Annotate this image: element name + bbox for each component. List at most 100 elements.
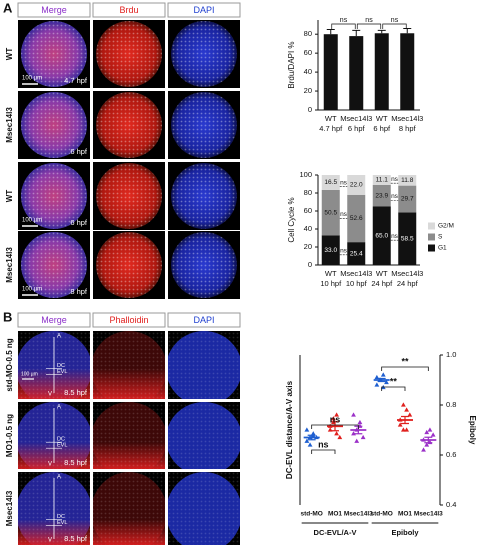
y-tick-label: 80 — [304, 188, 312, 197]
bar-segment — [321, 235, 340, 265]
column-header: Phalloidin — [109, 315, 148, 325]
x-tick-sublabel: 24 hpf — [371, 279, 393, 288]
y-tick-label: 20 — [304, 86, 312, 95]
row-label: Msec14l3 — [5, 107, 14, 143]
value-label: 23.9 — [375, 192, 388, 199]
data-point — [404, 407, 409, 412]
bar-segment — [398, 212, 417, 265]
embryo — [93, 331, 165, 399]
x-tick-label: WT — [376, 269, 388, 278]
x-tick-sublabel: 6 hpf — [373, 124, 391, 133]
nuclei — [171, 21, 237, 87]
stage-label: 6 hpf — [70, 147, 88, 156]
significance-label: ns — [391, 233, 399, 240]
data-point — [304, 427, 310, 432]
significance-label: ns — [391, 176, 399, 183]
nuclei — [171, 92, 237, 158]
y2-tick-label: 0.4 — [446, 500, 456, 509]
y2-tick-label: 0.6 — [446, 450, 456, 459]
texture — [93, 331, 165, 399]
texture — [168, 402, 240, 469]
data-point — [374, 382, 380, 387]
data-point — [334, 431, 339, 436]
y-tick-label: 40 — [304, 224, 312, 233]
significance-label: ns — [330, 414, 341, 424]
x-tick-label: MO1 — [328, 511, 342, 518]
data-point — [310, 431, 316, 436]
column-header-box — [167, 312, 241, 328]
marker-dc: DC — [57, 363, 65, 369]
significance-label: ns — [318, 439, 329, 449]
nuclei — [21, 92, 87, 158]
data-point — [430, 432, 436, 437]
x-tick-label: WT — [325, 114, 337, 123]
error-bar — [352, 29, 361, 37]
marker-evl: EVL — [57, 443, 67, 449]
nuclei — [21, 232, 87, 298]
marker-evl: EVL — [57, 520, 67, 526]
data-point — [424, 429, 430, 435]
column-header-box — [17, 2, 91, 18]
marker-animal: A — [57, 475, 61, 481]
panel-label: A — [3, 0, 13, 15]
error-bar — [326, 28, 335, 35]
significance-label: ns — [391, 193, 399, 200]
error-bar — [377, 29, 386, 34]
row-label: Msec14l3 — [5, 247, 14, 283]
bar-segment — [347, 194, 366, 243]
nuclei — [96, 163, 162, 229]
x-tick-sublabel: 10 hpf — [346, 279, 368, 288]
sem-bar — [377, 377, 386, 383]
significance-label: ns — [365, 17, 373, 24]
data-point — [354, 438, 360, 443]
x-tick-label: Msec14l3 — [391, 269, 423, 278]
bar — [374, 33, 389, 111]
data-point — [307, 442, 313, 447]
sem-bar — [424, 436, 433, 444]
significance-label: ** — [390, 376, 398, 386]
bar-segment — [372, 184, 391, 207]
scale-bar-label: 100 µm — [22, 76, 42, 82]
embryo — [168, 402, 240, 469]
column-header: DAPI — [193, 5, 214, 15]
data-point — [397, 422, 403, 427]
x-tick-label: Msec14l3 — [391, 114, 423, 123]
significance-label: ** — [401, 356, 409, 366]
legend-label: S — [438, 234, 443, 241]
value-label: 16.5 — [324, 179, 337, 186]
marker-animal: A — [57, 334, 61, 340]
row-label: WT — [5, 190, 14, 203]
significance-bracket — [356, 23, 382, 29]
bar — [349, 36, 364, 110]
sem-bar — [401, 415, 409, 425]
marker-vegetal: V — [48, 538, 52, 544]
nuclei — [171, 163, 237, 229]
y-axis-label: DC-EVL distance/A-V axis — [285, 380, 294, 479]
significance-bracket — [381, 366, 429, 371]
nuclei — [171, 232, 237, 298]
column-header-box — [92, 2, 166, 18]
y-tick-label: 100 — [299, 170, 312, 179]
value-label: 11.1 — [376, 177, 389, 184]
nuclei — [21, 21, 87, 87]
data-point — [401, 427, 406, 432]
row-label: WT — [5, 48, 14, 61]
significance-label: ns — [340, 17, 348, 24]
embryo — [93, 402, 165, 469]
y2-tick-label: 0.8 — [446, 400, 456, 409]
x-tick-label: WT — [325, 269, 337, 278]
data-point — [404, 427, 409, 432]
significance-bracket — [311, 449, 336, 454]
y-tick-label: 40 — [304, 67, 312, 76]
data-point — [401, 402, 406, 407]
marker-vegetal: V — [48, 462, 52, 468]
x-tick-label: MO1 — [398, 511, 412, 518]
marker-animal: A — [57, 405, 61, 411]
x-tick-label: Msec14l3 — [340, 114, 372, 123]
significance-bracket — [331, 23, 356, 29]
bar-segment — [347, 242, 366, 265]
data-point — [384, 379, 389, 385]
x-tick-label: Msec14l3 — [414, 511, 443, 518]
nuclei — [21, 163, 87, 229]
